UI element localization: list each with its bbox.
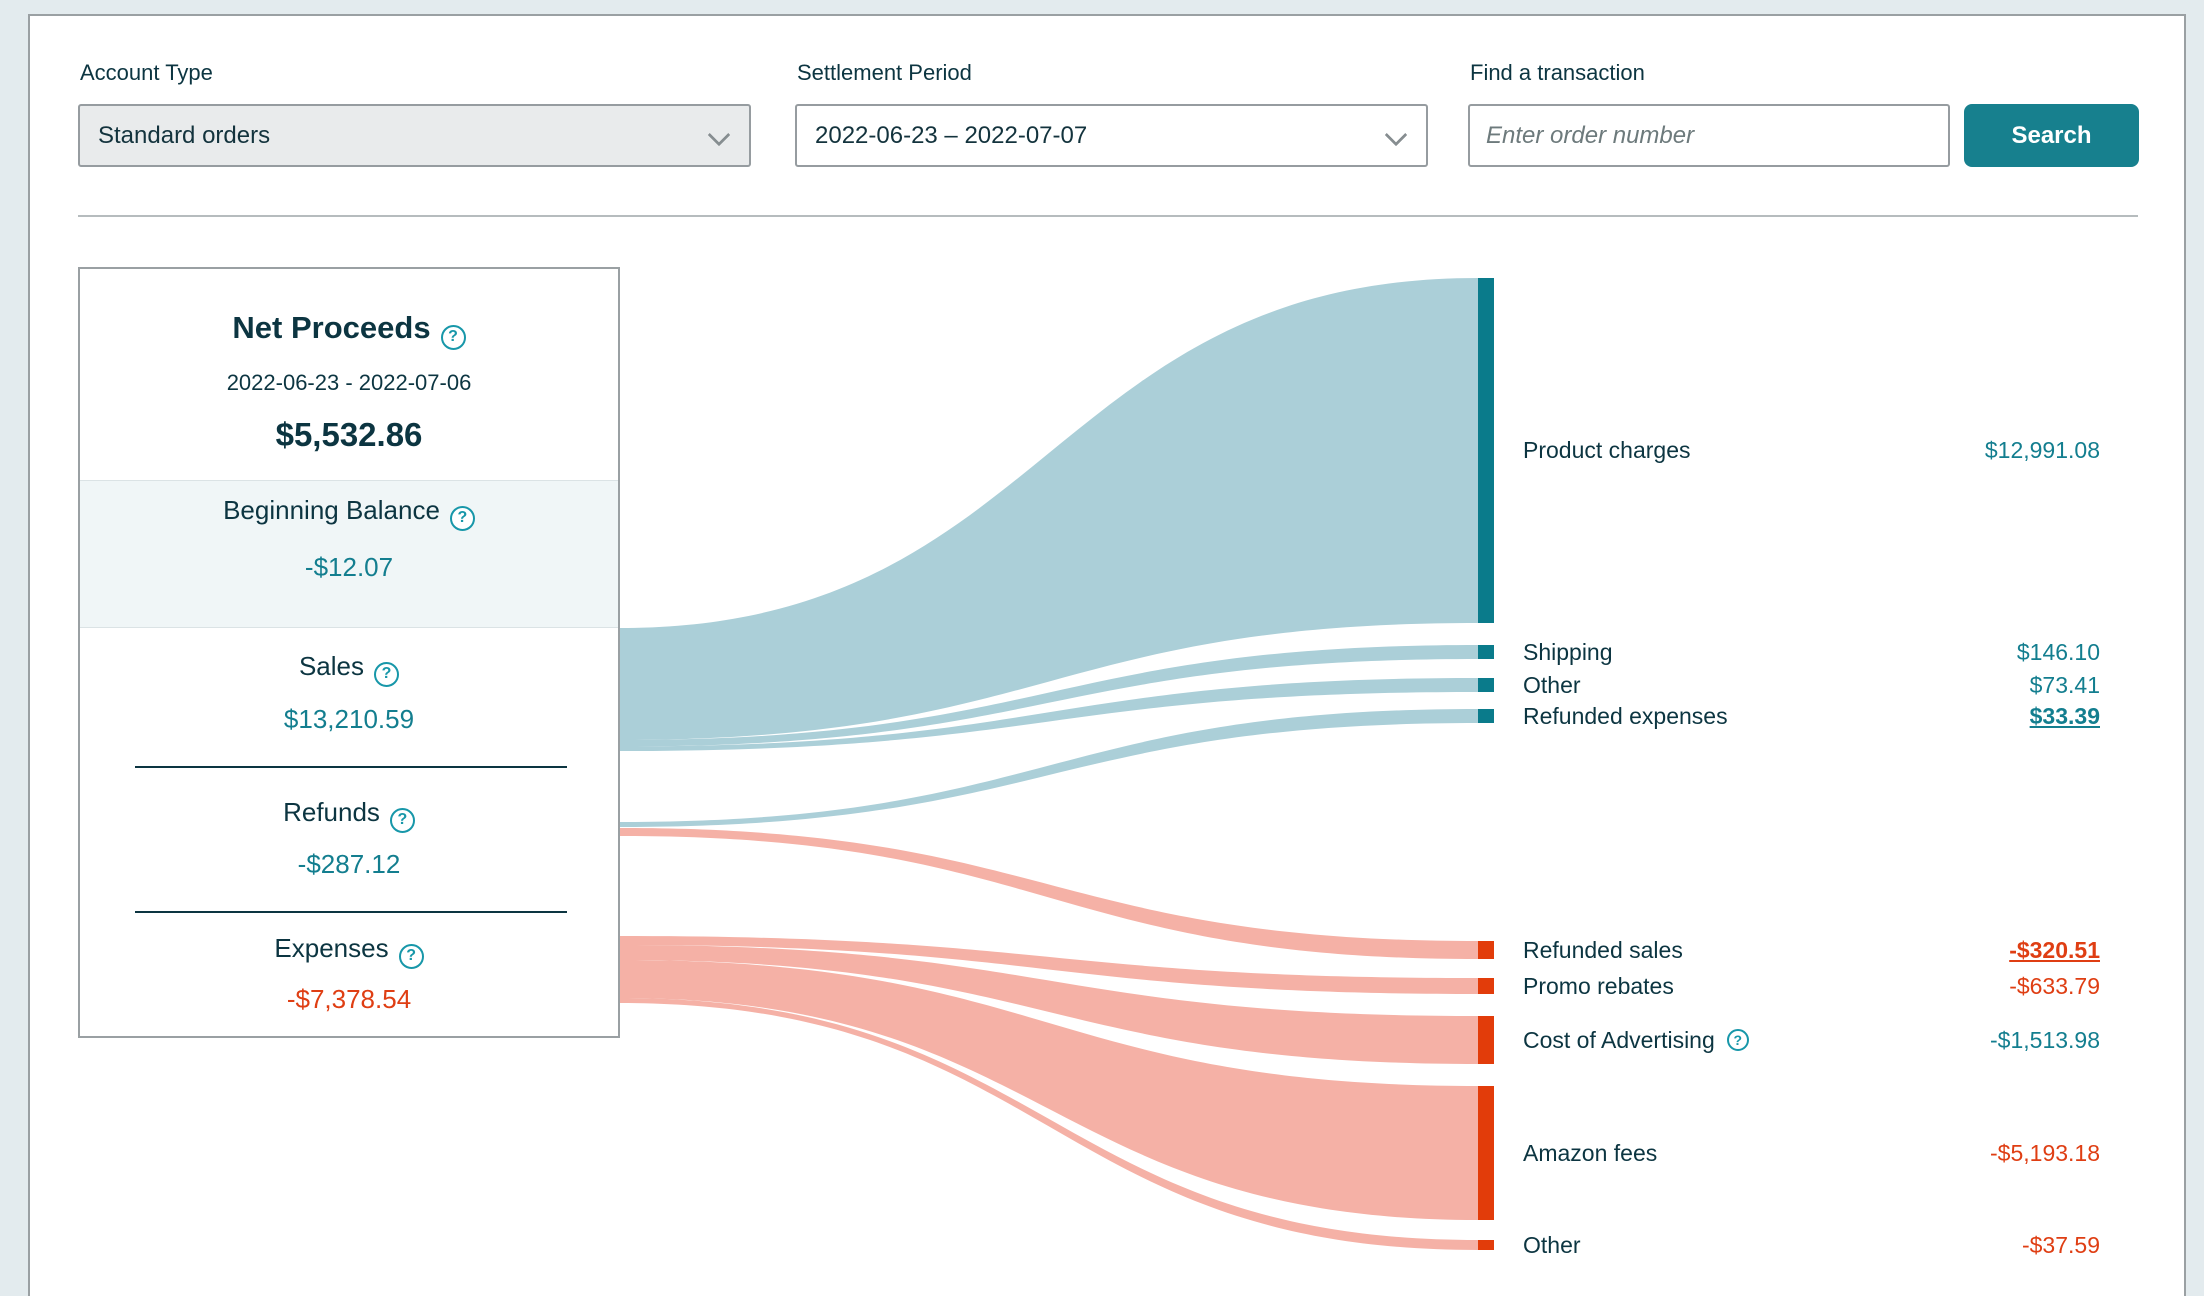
node-shipping[interactable]	[1478, 645, 1494, 659]
expenses-value: -$7,378.54	[286, 984, 412, 1014]
flow-sales-product-charges[interactable]	[620, 278, 1478, 740]
row-value: -$5,193.18	[1990, 1139, 2100, 1166]
row-value: -$633.79	[2009, 972, 2100, 999]
row-label-text: Cost of Advertising	[1523, 1026, 1715, 1053]
sales-label-text: Sales	[298, 651, 365, 681]
account-type-value: Standard orders	[98, 121, 271, 149]
row-shipping: Shipping $146.10	[1523, 637, 2100, 667]
refunds-value: -$287.12	[297, 849, 401, 879]
row-value: -$1,513.98	[1990, 1026, 2100, 1053]
row-value: $73.41	[2029, 671, 2100, 698]
row-label: Refunded expenses	[1523, 702, 1728, 729]
help-glyph: ?	[397, 811, 408, 828]
expenses-label-text: Expenses	[274, 933, 389, 963]
row-label: Shipping	[1523, 638, 1613, 665]
card-title: Net Proceeds?	[80, 303, 618, 353]
card-title-text: Net Proceeds	[232, 310, 431, 345]
node-refunded-sales[interactable]	[1478, 941, 1494, 959]
row-value: $12,991.08	[1984, 436, 2100, 463]
card-divider	[135, 911, 567, 913]
help-glyph: ?	[457, 509, 468, 526]
sales-label: Sales?	[80, 645, 618, 687]
row-product-charges: Product charges $12,991.08	[1523, 435, 2100, 465]
refunds-label: Refunds?	[80, 791, 618, 833]
filterbar-divider	[78, 215, 2138, 217]
node-other-income[interactable]	[1478, 678, 1494, 692]
row-value-link[interactable]: $33.39	[2029, 702, 2100, 729]
row-value-link[interactable]: -$320.51	[2009, 936, 2100, 963]
row-refunded-expenses: Refunded expenses $33.39	[1523, 701, 2100, 731]
row-refunded-sales: Refunded sales -$320.51	[1523, 935, 2100, 965]
node-refunded-expenses[interactable]	[1478, 709, 1494, 723]
help-icon[interactable]: ?	[374, 661, 400, 687]
help-glyph: ?	[448, 328, 458, 345]
order-number-input[interactable]	[1468, 104, 1950, 167]
beginning-balance-label-text: Beginning Balance	[223, 495, 440, 525]
net-proceeds-card: Net Proceeds? 2022-06-23 - 2022-07-06 $5…	[78, 267, 620, 1038]
row-other-expense: Other -$37.59	[1523, 1230, 2100, 1260]
card-divider	[135, 766, 567, 768]
row-promo-rebates: Promo rebates -$633.79	[1523, 971, 2100, 1001]
settlement-period-label: Settlement Period	[797, 60, 972, 85]
help-glyph: ?	[1733, 1032, 1743, 1048]
node-amazon-fees[interactable]	[1478, 1086, 1494, 1220]
flow-sales-other[interactable]	[620, 678, 1478, 751]
net-proceeds-total: $5,532.86	[275, 416, 423, 453]
help-icon[interactable]: ?	[449, 505, 475, 531]
row-label: Product charges	[1523, 436, 1691, 463]
help-glyph: ?	[381, 665, 392, 682]
row-other-income: Other $73.41	[1523, 670, 2100, 700]
help-glyph: ?	[406, 947, 416, 964]
account-type-select[interactable]: Standard orders	[78, 104, 751, 167]
beginning-balance-value: -$12.07	[304, 552, 394, 582]
row-label: Other	[1523, 671, 1581, 698]
node-promo-rebates[interactable]	[1478, 978, 1494, 994]
expenses-label: Expenses?	[80, 927, 618, 969]
row-label: Refunded sales	[1523, 936, 1683, 963]
search-button[interactable]: Search	[1964, 104, 2139, 167]
flow-sales-shipping[interactable]	[620, 645, 1478, 747]
beginning-balance-section	[80, 480, 618, 628]
beginning-balance-label: Beginning Balance?	[80, 489, 618, 531]
flow-refunds-refunded-sales[interactable]	[620, 828, 1478, 959]
node-product-charges[interactable]	[1478, 278, 1494, 623]
flow-expenses-amazon-fees[interactable]	[620, 960, 1478, 1220]
refunds-label-text: Refunds	[283, 797, 380, 827]
account-type-label: Account Type	[80, 60, 213, 85]
node-other-expense[interactable]	[1478, 1240, 1494, 1250]
help-icon[interactable]: ?	[398, 943, 424, 969]
flow-expenses-cost-of-advertising[interactable]	[620, 945, 1478, 1064]
help-icon[interactable]: ?	[1726, 1029, 1749, 1051]
row-label: Promo rebates	[1523, 972, 1674, 999]
help-icon[interactable]: ?	[389, 807, 415, 833]
settlement-period-value: 2022-06-23 – 2022-07-07	[815, 121, 1088, 149]
row-value: -$37.59	[2021, 1231, 2100, 1258]
card-date-range: 2022-06-23 - 2022-07-06	[226, 370, 472, 395]
row-label: Cost of Advertising?	[1523, 1027, 1749, 1054]
row-cost-of-advertising: Cost of Advertising? -$1,513.98	[1523, 1025, 2100, 1055]
help-icon[interactable]: ?	[440, 324, 466, 350]
flow-expenses-promo-rebates[interactable]	[620, 936, 1478, 994]
row-value: $146.10	[2016, 638, 2100, 665]
flow-refunds-refunded-expenses[interactable]	[620, 709, 1478, 827]
settlement-period-select[interactable]: 2022-06-23 – 2022-07-07	[795, 104, 1428, 167]
row-amazon-fees: Amazon fees -$5,193.18	[1523, 1138, 2100, 1168]
flow-expenses-other[interactable]	[620, 998, 1478, 1250]
node-cost-of-advertising[interactable]	[1478, 1016, 1494, 1064]
find-transaction-label: Find a transaction	[1470, 60, 1645, 85]
row-label: Amazon fees	[1523, 1139, 1658, 1166]
row-label: Other	[1523, 1231, 1581, 1258]
sales-value: $13,210.59	[283, 704, 415, 734]
